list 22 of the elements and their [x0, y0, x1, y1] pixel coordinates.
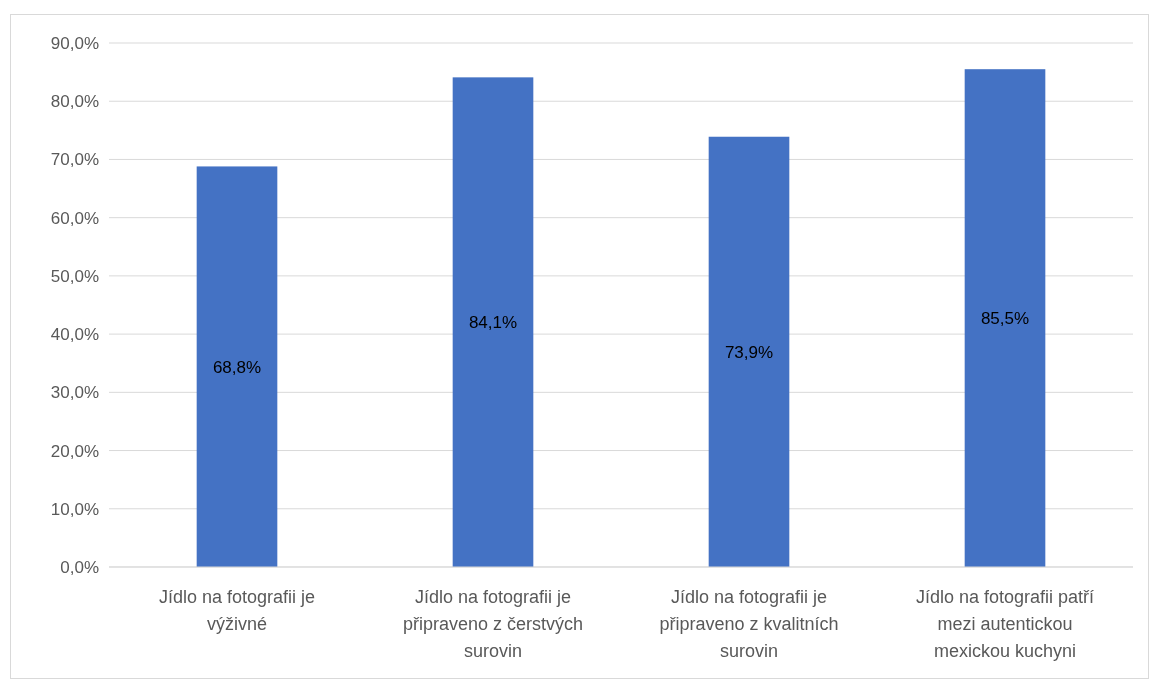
- x-tick-label: Jídlo na fotografii je výživné: [158, 587, 316, 634]
- y-tick-label: 40,0%: [50, 325, 99, 345]
- x-tick-label: Jídlo na fotografii je připraveno z kvalitních surovin: [659, 587, 839, 661]
- y-tick-label: 80,0%: [50, 92, 99, 112]
- bar: [196, 166, 278, 567]
- x-tick-label: Jídlo na fotografii patří mezi autentickou mexickou kuchyni: [915, 587, 1095, 661]
- y-tick-label: 20,0%: [50, 441, 99, 461]
- y-tick-label: 60,0%: [50, 208, 99, 228]
- bar: [452, 77, 534, 567]
- data-label: 68,8%: [212, 357, 262, 377]
- y-tick-label: 90,0%: [50, 33, 99, 53]
- y-tick-label: 70,0%: [50, 150, 99, 170]
- y-tick-label: 0,0%: [60, 557, 99, 577]
- bar: [964, 69, 1046, 567]
- y-tick-label: 30,0%: [50, 383, 99, 403]
- data-label: 85,5%: [980, 309, 1030, 329]
- bar: [708, 136, 790, 567]
- x-tick-label: Jídlo na fotografii je připraveno z čerstvých surovin: [402, 587, 584, 661]
- y-tick-label: 10,0%: [50, 499, 99, 519]
- y-tick-label: 50,0%: [50, 266, 99, 286]
- data-label: 84,1%: [468, 313, 518, 333]
- data-label: 73,9%: [724, 342, 774, 362]
